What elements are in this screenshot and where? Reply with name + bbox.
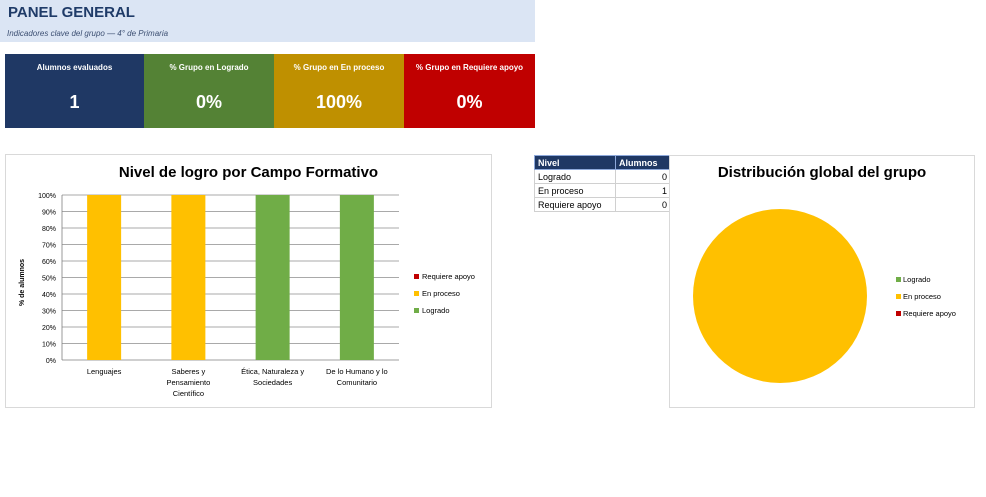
y-tick-label: 50% (42, 276, 56, 283)
level-table: Nivel Alumnos Logrado 0 En proceso 1 Req… (534, 155, 671, 212)
kpi-requiere-apoyo[interactable]: % Grupo en Requiere apoyo 0% (404, 54, 535, 128)
legend-label: En proceso (903, 292, 941, 301)
pie-slice (693, 209, 867, 383)
kpi-value: 1 (69, 92, 80, 112)
x-tick-label: Pensamiento (166, 378, 210, 387)
bar (339, 195, 374, 360)
kpi-label: % Grupo en Logrado (169, 63, 249, 72)
x-tick-label: Científico (173, 389, 204, 398)
pie-chart-title: Distribución global del grupo (717, 164, 927, 181)
legend-swatch (414, 291, 419, 296)
legend-swatch (414, 274, 419, 279)
table-row: En proceso 1 (534, 183, 671, 198)
x-tick-label: Sociedades (253, 378, 292, 387)
legend-label: Logrado (903, 275, 931, 284)
kpi-logrado[interactable]: % Grupo en Logrado 0% (144, 54, 274, 128)
legend-label: Requiere apoyo (903, 309, 956, 318)
table-header-row: Nivel Alumnos (534, 155, 671, 170)
bar (87, 195, 122, 360)
cell-nivel[interactable]: Requiere apoyo (534, 197, 616, 212)
legend-swatch (896, 294, 901, 299)
pie-chart-panel[interactable]: Distribución global del grupo Logrado En … (669, 155, 975, 408)
cell-nivel[interactable]: Logrado (534, 169, 616, 184)
y-tick-label: 40% (42, 292, 56, 299)
table-row: Requiere apoyo 0 (534, 197, 671, 212)
pie-chart-svg: Logrado En proceso Requiere apoyo (693, 209, 956, 383)
table-header-alumnos: Alumnos (615, 155, 671, 170)
y-tick-label: 80% (42, 226, 56, 233)
x-tick-label: Saberes y (171, 367, 205, 376)
x-tick-label: Ética, Naturaleza y (241, 367, 304, 376)
cell-alumnos[interactable]: 1 (615, 183, 671, 198)
y-tick-label: 20% (42, 325, 56, 332)
kpi-label: % Grupo en Requiere apoyo (415, 63, 524, 72)
legend-label: Requiere apoyo (422, 272, 475, 281)
bar-chart-title: Nivel de logro por Campo Formativo (118, 164, 379, 181)
y-axis-title: % de alumnos (19, 259, 26, 306)
kpi-label: Alumnos evaluados (36, 63, 113, 72)
page-title: PANEL GENERAL (8, 4, 135, 21)
x-tick-label: Comunitario (337, 378, 377, 387)
y-tick-label: 70% (42, 243, 56, 250)
x-tick-label: De lo Humano y lo (326, 367, 388, 376)
y-tick-label: 100% (38, 193, 56, 200)
panel-header: PANEL GENERAL Indicadores clave del grup… (0, 0, 535, 42)
legend-swatch (896, 277, 901, 282)
kpi-value: 0% (195, 92, 222, 112)
y-tick-label: 90% (42, 210, 56, 217)
x-tick-label: Lenguajes (87, 367, 122, 376)
y-tick-label: 0% (46, 358, 56, 365)
kpi-en-proceso[interactable]: % Grupo en En proceso 100% (274, 54, 404, 128)
page-subtitle: Indicadores clave del grupo — 4° de Prim… (7, 29, 169, 38)
legend-swatch (414, 308, 419, 313)
cell-alumnos[interactable]: 0 (615, 197, 671, 212)
kpi-label: % Grupo en En proceso (293, 63, 385, 72)
table-row: Logrado 0 (534, 169, 671, 184)
kpi-value: 100% (315, 92, 363, 112)
legend-label: En proceso (422, 289, 460, 298)
bar-chart-panel[interactable]: Nivel de logro por Campo Formativo 0% 10%… (5, 154, 492, 408)
y-tick-label: 10% (42, 342, 56, 349)
bar (255, 195, 290, 360)
kpi-alumnos-evaluados[interactable]: Alumnos evaluados 1 (5, 54, 144, 128)
table-header-nivel: Nivel (534, 155, 616, 170)
cell-alumnos[interactable]: 0 (615, 169, 671, 184)
y-tick-label: 60% (42, 259, 56, 266)
kpi-value: 0% (456, 92, 483, 112)
legend-label: Logrado (422, 306, 450, 315)
cell-nivel[interactable]: En proceso (534, 183, 616, 198)
bar-chart-svg: 0% 10% 20% 30% 40% 50% 60% 70% 80% 90% 100% % de al… (19, 193, 475, 398)
y-tick-label: 30% (42, 309, 56, 316)
bar (171, 195, 206, 360)
legend-swatch (896, 311, 901, 316)
